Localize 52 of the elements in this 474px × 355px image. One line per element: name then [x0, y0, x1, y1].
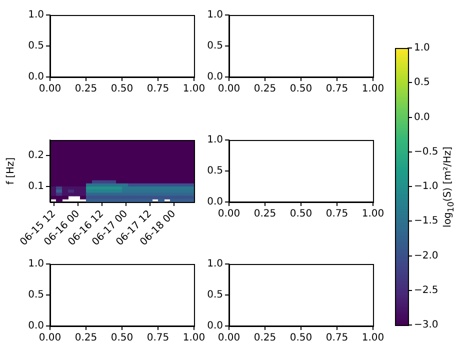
y-tick-label: 0.0	[28, 320, 44, 332]
y-tick-label: 1.0	[207, 134, 223, 146]
color-bar-label: 0.5	[414, 77, 430, 88]
x-tick-label: 1.00	[362, 332, 384, 344]
y-tick-label: 1.0	[207, 258, 223, 270]
x-tick-label: 0.50	[290, 84, 312, 95]
y-tick-label: 0.1	[28, 181, 44, 192]
y-tick-label: 0.0	[207, 72, 223, 83]
x-tick-label: 0.25	[254, 208, 276, 220]
y-tick-label: 0.0	[28, 72, 44, 83]
color-bar-label: −1.0	[414, 181, 438, 192]
x-tick-label: 0.75	[326, 84, 348, 95]
x-tick-label: 0.25	[254, 84, 276, 95]
x-tick-label: 0.75	[326, 208, 348, 220]
y-axis-title: f [Hz]	[6, 157, 17, 185]
x-tick-label: 0.00	[218, 84, 240, 95]
y-tick-label: 1.0	[28, 10, 44, 21]
x-tick-label: 0.75	[146, 84, 170, 95]
x-tick-label: 0.50	[290, 332, 312, 344]
color-bar-label: −0.5	[414, 146, 438, 158]
y-tick-label: 0.5	[207, 40, 223, 52]
x-tick-label: 0.00	[38, 84, 62, 95]
x-tick-label: 0.50	[290, 208, 312, 220]
x-tick-label: 0.25	[74, 332, 98, 344]
y-tick-label: 0.2	[28, 150, 44, 162]
x-tick-label: 0.00	[38, 332, 62, 344]
color-bar-label: 1.0	[414, 42, 430, 54]
y-tick-label: 0.0	[207, 320, 223, 332]
x-tick-label: 1.00	[182, 332, 206, 344]
x-tick-label: 0.00	[218, 208, 240, 220]
y-tick-label: 0.5	[28, 290, 44, 301]
color-bar-label: −2.0	[414, 250, 438, 262]
y-tick-label: 0.0	[207, 196, 223, 208]
x-tick-label: 1.00	[362, 84, 384, 95]
x-tick-label: 0.50	[110, 84, 134, 95]
x-tick-label: 0.25	[254, 332, 276, 344]
color-bar-label: 0.0	[414, 112, 430, 123]
color-bar-label: −3.0	[414, 320, 438, 331]
x-tick-label: 0.75	[146, 332, 170, 344]
y-tick-label: 0.5	[207, 166, 223, 177]
x-tick-label: 1.00	[182, 84, 206, 95]
color-bar-label: −1.5	[414, 216, 438, 227]
y-tick-label: 0.5	[28, 40, 44, 52]
color-bar-label: −2.5	[414, 284, 438, 296]
x-tick-label: 0.00	[218, 332, 240, 344]
y-tick-label: 1.0	[28, 258, 44, 270]
y-tick-label: 1.0	[207, 10, 223, 21]
y-tick-label: 0.5	[207, 290, 223, 301]
x-tick-label: 0.50	[110, 332, 134, 344]
x-tick-label: 0.75	[326, 332, 348, 344]
x-tick-label: 1.00	[362, 208, 384, 220]
x-tick-label: 0.25	[74, 84, 98, 95]
